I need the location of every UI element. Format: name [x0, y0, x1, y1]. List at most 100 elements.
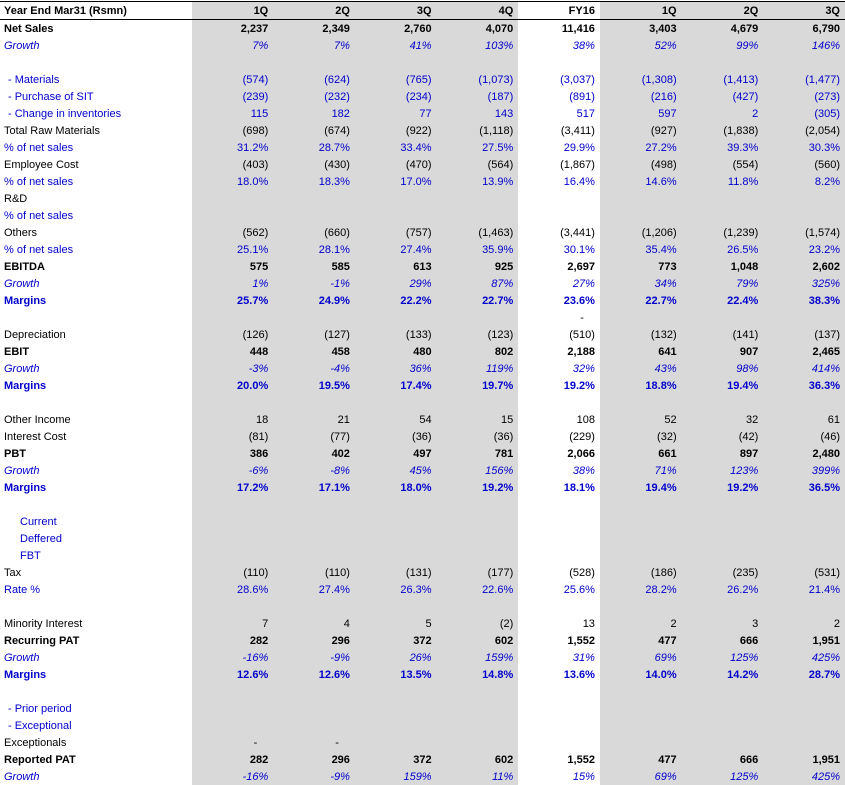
value-cell: 32%: [518, 360, 600, 377]
value-cell: 18.0%: [355, 479, 437, 496]
value-cell: [518, 734, 600, 751]
value-cell: 38%: [518, 37, 600, 54]
value-cell: 18.0%: [192, 173, 274, 190]
value-cell: [192, 513, 274, 530]
table-row: Growth-3%-4%36%119%32%43%98%414%: [0, 360, 845, 377]
table-row: Growth-6%-8%45%156%38%71%123%399%: [0, 462, 845, 479]
value-cell: [273, 496, 355, 513]
value-cell: (403): [192, 156, 274, 173]
value-cell: 15: [437, 411, 519, 428]
value-cell: 402: [273, 445, 355, 462]
value-cell: (1,574): [763, 224, 845, 241]
value-cell: 27.4%: [355, 241, 437, 258]
value-cell: [763, 683, 845, 700]
value-cell: (1,206): [600, 224, 682, 241]
value-cell: [192, 207, 274, 224]
value-cell: [437, 683, 519, 700]
value-cell: [355, 717, 437, 734]
value-cell: [192, 700, 274, 717]
value-cell: 17.0%: [355, 173, 437, 190]
row-label: - Purchase of SIT: [0, 88, 192, 105]
row-label: [0, 394, 192, 411]
value-cell: -16%: [192, 649, 274, 666]
table-row: Tax(110)(110)(131)(177)(528)(186)(235)(5…: [0, 564, 845, 581]
value-cell: 12.6%: [273, 666, 355, 683]
header-label: Year End Mar31 (Rsmn): [0, 2, 192, 20]
value-cell: 6,790: [763, 20, 845, 38]
value-cell: 28.1%: [273, 241, 355, 258]
value-cell: (110): [192, 564, 274, 581]
value-cell: 27%: [518, 275, 600, 292]
row-label: % of net sales: [0, 139, 192, 156]
table-row: [0, 54, 845, 71]
value-cell: (36): [355, 428, 437, 445]
value-cell: 386: [192, 445, 274, 462]
value-cell: 296: [273, 632, 355, 649]
value-cell: [273, 394, 355, 411]
value-cell: (531): [763, 564, 845, 581]
value-cell: [355, 54, 437, 71]
value-cell: (560): [763, 156, 845, 173]
value-cell: 125%: [682, 768, 764, 785]
row-label: Growth: [0, 649, 192, 666]
value-cell: (305): [763, 105, 845, 122]
value-cell: [518, 683, 600, 700]
value-cell: 19.4%: [600, 479, 682, 496]
value-cell: 39.3%: [682, 139, 764, 156]
value-cell: (3,441): [518, 224, 600, 241]
value-cell: [763, 530, 845, 547]
value-cell: (765): [355, 71, 437, 88]
value-cell: 325%: [763, 275, 845, 292]
value-cell: 897: [682, 445, 764, 462]
value-cell: -9%: [273, 768, 355, 785]
value-cell: [192, 717, 274, 734]
row-label: - Exceptional: [0, 717, 192, 734]
value-cell: (498): [600, 156, 682, 173]
row-label: Employee Cost: [0, 156, 192, 173]
value-cell: 602: [437, 632, 519, 649]
value-cell: (127): [273, 326, 355, 343]
value-cell: 907: [682, 343, 764, 360]
value-cell: 497: [355, 445, 437, 462]
value-cell: (562): [192, 224, 274, 241]
value-cell: [273, 700, 355, 717]
value-cell: (564): [437, 156, 519, 173]
value-cell: 12.6%: [192, 666, 274, 683]
row-label: R&D: [0, 190, 192, 207]
value-cell: 20.0%: [192, 377, 274, 394]
value-cell: [518, 54, 600, 71]
value-cell: [355, 309, 437, 326]
row-label: Interest Cost: [0, 428, 192, 445]
value-cell: (177): [437, 564, 519, 581]
value-cell: 52%: [600, 37, 682, 54]
value-cell: (137): [763, 326, 845, 343]
value-cell: 1,951: [763, 751, 845, 768]
value-cell: 2,760: [355, 20, 437, 38]
value-cell: [518, 513, 600, 530]
value-cell: [682, 683, 764, 700]
row-label: [0, 496, 192, 513]
value-cell: [682, 734, 764, 751]
value-cell: (757): [355, 224, 437, 241]
value-cell: 7: [192, 615, 274, 632]
row-label: Margins: [0, 666, 192, 683]
value-cell: 8.2%: [763, 173, 845, 190]
value-cell: (141): [682, 326, 764, 343]
value-cell: [192, 309, 274, 326]
value-cell: 2,188: [518, 343, 600, 360]
value-cell: [682, 190, 764, 207]
value-cell: 641: [600, 343, 682, 360]
value-cell: 585: [273, 258, 355, 275]
value-cell: (216): [600, 88, 682, 105]
value-cell: (427): [682, 88, 764, 105]
table-row: - Exceptional: [0, 717, 845, 734]
row-label: Reported PAT: [0, 751, 192, 768]
value-cell: 43%: [600, 360, 682, 377]
value-cell: [518, 700, 600, 717]
value-cell: [437, 513, 519, 530]
value-cell: 19.2%: [518, 377, 600, 394]
